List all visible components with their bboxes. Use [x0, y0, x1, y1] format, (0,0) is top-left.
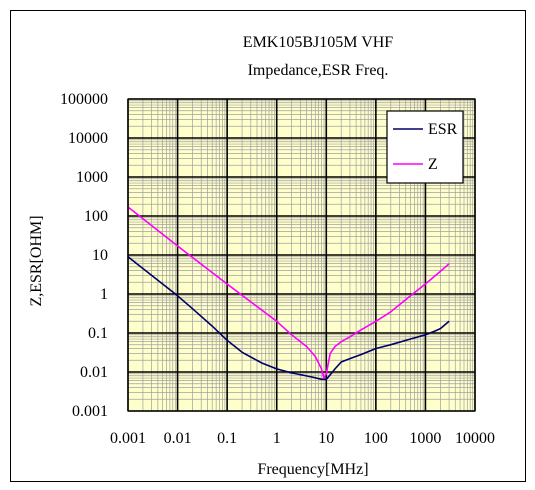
y-tick-label: 100 [84, 208, 108, 225]
y-tick-label: 1000 [76, 169, 108, 186]
x-tick-label: 1000 [409, 430, 441, 447]
legend-box [386, 110, 464, 184]
x-axis-label: Frequency[MHz] [257, 461, 368, 478]
series-line-esr [127, 256, 450, 381]
x-tick-label: 10000 [455, 430, 495, 447]
x-tick-label: 0.1 [217, 430, 237, 447]
series-line-z [127, 206, 450, 379]
axes [127, 98, 476, 412]
x-tick-label: 0.001 [110, 430, 146, 447]
y-tick-label: 1 [100, 286, 108, 303]
y-tick-label: 0.1 [88, 325, 108, 342]
x-tick-label: 10 [318, 430, 334, 447]
y-axis-label: Z,ESR[OHM] [28, 215, 45, 306]
chart-title: EMK105BJ105M VHF [243, 34, 394, 51]
y-tick-label: 10000 [68, 130, 108, 147]
x-tick-label: 0.01 [164, 430, 192, 447]
legend-label-esr: ESR [428, 121, 458, 138]
y-tick-label: 100000 [60, 91, 108, 108]
legend: ESR Z [386, 110, 464, 184]
plot-border [127, 98, 476, 412]
x-tick-label: 100 [364, 430, 388, 447]
series-layer [127, 206, 450, 381]
x-tick-label: 1 [273, 430, 281, 447]
chart-subtitle: Impedance,ESR Freq. [248, 62, 389, 79]
y-tick-label: 0.001 [72, 403, 108, 420]
legend-label-z: Z [428, 156, 438, 173]
y-tick-label: 10 [92, 247, 108, 264]
y-tick-label: 0.01 [80, 364, 108, 381]
tick-labels: 0.001 0.01 0.1 1 10 100 1000 10000 0.001 0.01 0.1 1… [60, 91, 495, 447]
